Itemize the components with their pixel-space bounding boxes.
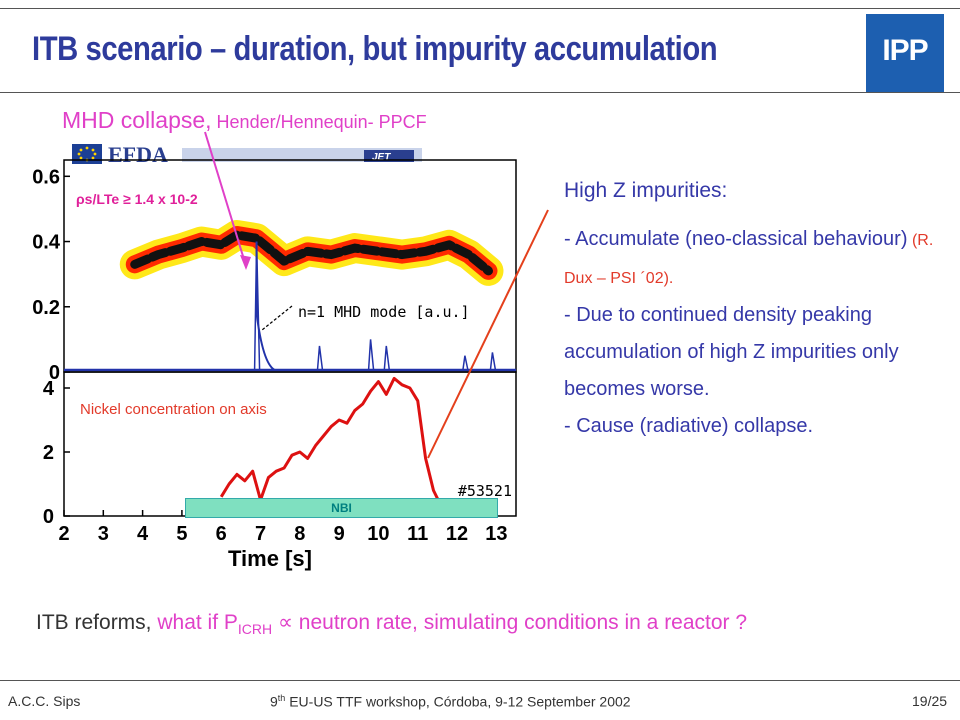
density-peaking-point: - Due to continued density peaking accum… bbox=[564, 304, 899, 400]
bottom-ytick-label: 2 bbox=[43, 442, 54, 464]
rho-annotation: ρs/LTe ≥ 1.4 x 10-2 bbox=[76, 191, 198, 207]
neutron-rate-text: ∝ neutron rate, simulating conditions in… bbox=[272, 611, 748, 634]
mhd-pointer-line bbox=[204, 131, 247, 267]
mhd-collapse-trace bbox=[255, 241, 276, 371]
xtick-label: 11 bbox=[407, 523, 428, 545]
xtick-label: 7 bbox=[255, 523, 266, 545]
footer-page: 19/25 bbox=[912, 693, 948, 709]
mhd-label-main: MHD collapse, bbox=[62, 107, 212, 133]
top-panel: 0.6 0.4 0.2 0 ρs/LTe ≥ 1.4 x 10-2 n=1 MHD mod… bbox=[32, 131, 517, 384]
svg-text:EFDA: EFDA bbox=[108, 142, 168, 166]
collapse-point: - Cause (radiative) collapse. bbox=[564, 415, 813, 437]
mhd-mode-annotation: n=1 MHD mode [a.u.] bbox=[298, 303, 470, 321]
footer-event-pre: 9 bbox=[270, 693, 278, 710]
itb-reforms-text: ITB reforms, bbox=[36, 611, 158, 634]
nickel-legend-label: Nickel concentration on axis bbox=[80, 401, 267, 418]
bottom-ytick-label: 0 bbox=[43, 506, 54, 528]
impurity-pointer-line bbox=[427, 209, 549, 459]
bottom-ytick-label: 4 bbox=[43, 378, 55, 400]
mhd-annotation-arrow bbox=[261, 305, 293, 331]
mhd-spike bbox=[462, 355, 469, 371]
footer-author: A.C.C. Sips bbox=[8, 693, 81, 709]
picrh-subscript: ICRH bbox=[237, 621, 273, 638]
xtick-label: 2 bbox=[58, 523, 69, 545]
high-z-heading: High Z impurities: bbox=[564, 179, 728, 202]
x-axis: 2 3 4 5 6 7 8 9 10 11 12 13 Time [s] bbox=[58, 510, 507, 571]
mhd-spike bbox=[489, 352, 497, 371]
xtick-label: 10 bbox=[367, 523, 389, 545]
shot-number-label: #53521 bbox=[458, 482, 512, 500]
xtick-label: 3 bbox=[98, 523, 109, 545]
footer-event-post: EU-US TTF workshop, Córdoba, 9-12 Septem… bbox=[285, 693, 631, 710]
dux-citation: (R. Dux – PSI ´02). bbox=[564, 232, 934, 287]
ipp-logo: IPP bbox=[866, 14, 944, 92]
right-text-block: High Z impurities: - Accumulate (neo-cla… bbox=[564, 172, 954, 445]
mhd-spike bbox=[316, 345, 324, 371]
footer-event-sup: th bbox=[277, 693, 286, 703]
x-axis-label: Time [s] bbox=[228, 546, 312, 571]
xtick-label: 4 bbox=[137, 523, 149, 545]
mhd-pointer-head bbox=[240, 255, 251, 270]
xtick-label: 5 bbox=[176, 523, 187, 545]
xtick-label: 8 bbox=[294, 523, 305, 545]
top-rule bbox=[0, 8, 960, 9]
xtick-label: 6 bbox=[216, 523, 227, 545]
svg-text:JET: JET bbox=[372, 152, 391, 163]
footer-rule bbox=[0, 680, 960, 681]
nickel-series-line bbox=[219, 376, 443, 508]
nbi-label: NBI bbox=[331, 501, 352, 515]
top-ytick-label: 0.6 bbox=[32, 166, 60, 188]
xtick-label: 12 bbox=[446, 523, 468, 545]
mhd-spike bbox=[367, 339, 375, 371]
top-ytick-label: 0.4 bbox=[32, 232, 61, 254]
top-ytick-label: 0 bbox=[49, 362, 60, 384]
accumulate-text: - Accumulate (neo-classical behaviour) bbox=[564, 228, 908, 250]
xtick-label: 13 bbox=[485, 523, 507, 545]
title-rule bbox=[0, 92, 960, 93]
rho-band-core bbox=[130, 230, 493, 276]
accumulate-point: - Accumulate (neo-classical behaviour) (… bbox=[564, 221, 954, 297]
logo-text: IPP bbox=[882, 34, 928, 67]
top-ytick-label: 0.2 bbox=[32, 297, 60, 319]
bottom-panel-frame bbox=[63, 371, 517, 517]
mhd-collapse-label: MHD collapse, Hender/Hennequin- PPCF bbox=[62, 107, 427, 134]
bottom-statement: ITB reforms, what if PICRH ∝ neutron rat… bbox=[36, 610, 747, 637]
xtick-label: 9 bbox=[334, 523, 345, 545]
picrh-text: what if P bbox=[157, 611, 238, 634]
nbi-bar: NBI bbox=[185, 498, 498, 518]
mhd-spike bbox=[383, 345, 391, 371]
mhd-label-ref: Hender/Hennequin- PPCF bbox=[211, 112, 427, 132]
slide-title: ITB scenario – duration, but impurity ac… bbox=[32, 30, 718, 68]
footer-event: 9th EU-US TTF workshop, Córdoba, 9-12 Se… bbox=[270, 693, 631, 710]
